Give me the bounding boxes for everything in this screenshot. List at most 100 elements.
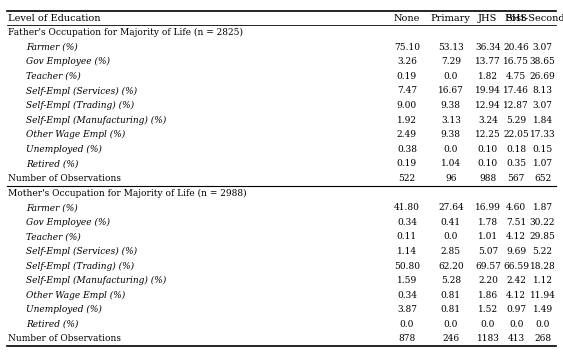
- Text: 13.77: 13.77: [475, 57, 501, 66]
- Text: 1.84: 1.84: [533, 116, 553, 125]
- Text: Self-Empl (Manufacturing) (%): Self-Empl (Manufacturing) (%): [26, 276, 166, 285]
- Text: 62.20: 62.20: [438, 262, 464, 271]
- Text: 2.49: 2.49: [397, 130, 417, 139]
- Text: 1183: 1183: [476, 335, 499, 343]
- Text: Self-Empl (Services) (%): Self-Empl (Services) (%): [26, 86, 137, 96]
- Text: 7.29: 7.29: [441, 57, 461, 66]
- Text: 41.80: 41.80: [394, 203, 420, 212]
- Text: Farmer (%): Farmer (%): [26, 43, 78, 52]
- Text: 567: 567: [507, 174, 525, 183]
- Text: 5.28: 5.28: [441, 276, 461, 285]
- Text: 878: 878: [398, 335, 415, 343]
- Text: 7.47: 7.47: [397, 86, 417, 95]
- Text: 1.07: 1.07: [533, 160, 553, 169]
- Text: Other Wage Empl (%): Other Wage Empl (%): [26, 291, 125, 300]
- Text: Retired (%): Retired (%): [26, 320, 78, 329]
- Text: 2.42: 2.42: [506, 276, 526, 285]
- Text: 22.05: 22.05: [503, 130, 529, 139]
- Text: 1.12: 1.12: [533, 276, 552, 285]
- Text: 30.22: 30.22: [530, 218, 555, 227]
- Text: Self-Empl (Manufacturing) (%): Self-Empl (Manufacturing) (%): [26, 116, 166, 125]
- Text: 3.87: 3.87: [397, 305, 417, 314]
- Text: 12.87: 12.87: [503, 101, 529, 110]
- Text: 0.15: 0.15: [533, 145, 553, 154]
- Text: 652: 652: [534, 174, 551, 183]
- Text: 3.26: 3.26: [397, 57, 417, 66]
- Text: 29.85: 29.85: [530, 232, 556, 241]
- Text: 0.19: 0.19: [397, 72, 417, 81]
- Text: Teacher (%): Teacher (%): [26, 72, 81, 81]
- Text: 0.41: 0.41: [441, 218, 461, 227]
- Text: 27.64: 27.64: [438, 203, 464, 212]
- Text: 1.01: 1.01: [478, 232, 498, 241]
- Text: 11.94: 11.94: [530, 291, 556, 300]
- Text: Unemployed (%): Unemployed (%): [26, 305, 102, 315]
- Text: 50.80: 50.80: [394, 262, 420, 271]
- Text: 0.0: 0.0: [444, 145, 458, 154]
- Text: Gov Employee (%): Gov Employee (%): [26, 218, 110, 227]
- Text: 9.69: 9.69: [506, 247, 526, 256]
- Text: 0.97: 0.97: [506, 305, 526, 314]
- Text: 9.38: 9.38: [441, 130, 461, 139]
- Text: 0.0: 0.0: [444, 320, 458, 329]
- Text: 9.38: 9.38: [441, 101, 461, 110]
- Text: Post-Secondary: Post-Secondary: [504, 14, 563, 22]
- Text: 26.69: 26.69: [530, 72, 556, 81]
- Text: 0.35: 0.35: [506, 160, 526, 169]
- Text: 1.14: 1.14: [397, 247, 417, 256]
- Text: Self-Empl (Trading) (%): Self-Empl (Trading) (%): [26, 261, 134, 271]
- Text: 12.94: 12.94: [475, 101, 501, 110]
- Text: 5.29: 5.29: [506, 116, 526, 125]
- Text: 0.0: 0.0: [444, 72, 458, 81]
- Text: 69.57: 69.57: [475, 262, 501, 271]
- Text: 16.67: 16.67: [438, 86, 464, 95]
- Text: 1.92: 1.92: [397, 116, 417, 125]
- Text: Self-Empl (Services) (%): Self-Empl (Services) (%): [26, 247, 137, 256]
- Text: 0.10: 0.10: [478, 145, 498, 154]
- Text: 0.0: 0.0: [400, 320, 414, 329]
- Text: 0.0: 0.0: [481, 320, 495, 329]
- Text: 4.12: 4.12: [506, 291, 526, 300]
- Text: 5.07: 5.07: [478, 247, 498, 256]
- Text: 20.46: 20.46: [503, 43, 529, 52]
- Text: 17.46: 17.46: [503, 86, 529, 95]
- Text: 4.60: 4.60: [506, 203, 526, 212]
- Text: 1.86: 1.86: [478, 291, 498, 300]
- Text: 4.75: 4.75: [506, 72, 526, 81]
- Text: 0.38: 0.38: [397, 145, 417, 154]
- Text: 1.04: 1.04: [441, 160, 461, 169]
- Text: 1.59: 1.59: [397, 276, 417, 285]
- Text: 75.10: 75.10: [394, 43, 420, 52]
- Text: 36.34: 36.34: [475, 43, 501, 52]
- Text: Other Wage Empl (%): Other Wage Empl (%): [26, 130, 125, 139]
- Text: 522: 522: [399, 174, 415, 183]
- Text: 0.10: 0.10: [478, 160, 498, 169]
- Text: 96: 96: [445, 174, 457, 183]
- Text: 0.34: 0.34: [397, 218, 417, 227]
- Text: 3.07: 3.07: [533, 43, 552, 52]
- Text: 0.0: 0.0: [509, 320, 524, 329]
- Text: 2.85: 2.85: [441, 247, 461, 256]
- Text: 66.59: 66.59: [503, 262, 529, 271]
- Text: 0.0: 0.0: [535, 320, 549, 329]
- Text: 1.52: 1.52: [478, 305, 498, 314]
- Text: 8.13: 8.13: [533, 86, 552, 95]
- Text: 38.65: 38.65: [530, 57, 556, 66]
- Text: 0.18: 0.18: [506, 145, 526, 154]
- Text: Self-Empl (Trading) (%): Self-Empl (Trading) (%): [26, 101, 134, 110]
- Text: 1.87: 1.87: [533, 203, 553, 212]
- Text: Father's Occupation for Majority of Life (n = 2825): Father's Occupation for Majority of Life…: [8, 28, 243, 37]
- Text: 0.19: 0.19: [397, 160, 417, 169]
- Text: Teacher (%): Teacher (%): [26, 232, 81, 241]
- Text: 988: 988: [479, 174, 497, 183]
- Text: 16.75: 16.75: [503, 57, 529, 66]
- Text: 18.28: 18.28: [530, 262, 556, 271]
- Text: 9.00: 9.00: [397, 101, 417, 110]
- Text: 12.25: 12.25: [475, 130, 501, 139]
- Text: SHS: SHS: [505, 14, 528, 22]
- Text: Primary: Primary: [431, 14, 471, 22]
- Text: Number of Observations: Number of Observations: [8, 174, 122, 183]
- Text: 4.12: 4.12: [506, 232, 526, 241]
- Text: 268: 268: [534, 335, 551, 343]
- Text: 0.34: 0.34: [397, 291, 417, 300]
